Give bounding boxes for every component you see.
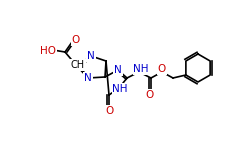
- Text: O: O: [158, 64, 166, 74]
- Text: N: N: [84, 73, 92, 83]
- Text: NH: NH: [112, 84, 128, 94]
- Text: O: O: [72, 35, 80, 45]
- Text: N: N: [87, 51, 95, 61]
- Text: NH: NH: [133, 64, 149, 74]
- Text: HO: HO: [40, 46, 56, 56]
- Text: N: N: [114, 65, 122, 75]
- Text: O: O: [146, 90, 154, 100]
- Text: O: O: [105, 106, 113, 116]
- Text: CH: CH: [71, 60, 85, 70]
